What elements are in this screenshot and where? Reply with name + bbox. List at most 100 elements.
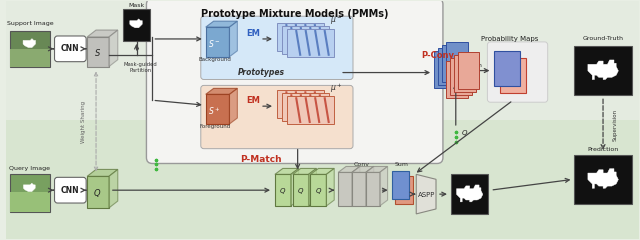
Polygon shape bbox=[366, 167, 374, 206]
Polygon shape bbox=[87, 176, 109, 208]
Polygon shape bbox=[308, 168, 316, 206]
Text: P-Conv: P-Conv bbox=[421, 51, 454, 60]
Polygon shape bbox=[366, 172, 380, 206]
Bar bbox=[500, 58, 526, 93]
Polygon shape bbox=[338, 167, 360, 172]
Text: $Q$: $Q$ bbox=[279, 186, 287, 196]
Text: CNN: CNN bbox=[61, 44, 79, 53]
Polygon shape bbox=[291, 168, 299, 206]
Polygon shape bbox=[310, 174, 326, 206]
Bar bbox=[123, 9, 150, 41]
Polygon shape bbox=[205, 27, 230, 57]
FancyBboxPatch shape bbox=[54, 36, 86, 62]
Text: Background: Background bbox=[198, 57, 231, 62]
Text: Weight Sharing: Weight Sharing bbox=[81, 101, 86, 143]
Text: $S^+$: $S^+$ bbox=[209, 105, 221, 117]
Bar bbox=[442, 45, 464, 82]
Polygon shape bbox=[352, 167, 374, 172]
Polygon shape bbox=[87, 30, 118, 37]
Bar bbox=[392, 171, 410, 199]
Polygon shape bbox=[588, 169, 618, 188]
Polygon shape bbox=[326, 168, 334, 206]
Bar bbox=[287, 96, 334, 124]
Polygon shape bbox=[23, 39, 35, 48]
Polygon shape bbox=[588, 60, 618, 79]
Polygon shape bbox=[109, 169, 118, 208]
Bar bbox=[446, 61, 468, 98]
FancyBboxPatch shape bbox=[147, 0, 443, 163]
Text: Probability Maps: Probability Maps bbox=[481, 36, 539, 42]
Text: $S^-$: $S^-$ bbox=[209, 38, 221, 49]
Polygon shape bbox=[205, 88, 237, 94]
FancyBboxPatch shape bbox=[201, 16, 353, 79]
Text: Ground-Truth: Ground-Truth bbox=[582, 36, 623, 42]
Text: Sum: Sum bbox=[394, 162, 408, 167]
FancyBboxPatch shape bbox=[201, 85, 353, 149]
Text: Query Image: Query Image bbox=[10, 166, 51, 171]
Text: ASPP: ASPP bbox=[417, 192, 435, 198]
Polygon shape bbox=[87, 169, 118, 176]
Text: Conv: Conv bbox=[354, 162, 370, 167]
Bar bbox=[10, 49, 49, 67]
Polygon shape bbox=[338, 172, 352, 206]
Bar bbox=[574, 46, 632, 95]
Bar bbox=[458, 52, 479, 89]
Text: Prototypes: Prototypes bbox=[237, 68, 285, 77]
Polygon shape bbox=[109, 30, 118, 67]
Polygon shape bbox=[352, 172, 366, 206]
Text: Prediction: Prediction bbox=[588, 147, 619, 152]
Text: $Q$: $Q$ bbox=[297, 186, 304, 196]
Text: Mask: Mask bbox=[129, 3, 145, 8]
Bar bbox=[494, 51, 520, 86]
Bar bbox=[282, 26, 329, 54]
Bar bbox=[396, 176, 413, 204]
Polygon shape bbox=[130, 19, 142, 28]
FancyBboxPatch shape bbox=[54, 177, 86, 203]
Polygon shape bbox=[292, 168, 316, 174]
Polygon shape bbox=[24, 183, 35, 192]
Polygon shape bbox=[456, 185, 483, 202]
Bar bbox=[434, 51, 456, 88]
Bar bbox=[10, 174, 49, 212]
Polygon shape bbox=[292, 174, 308, 206]
Polygon shape bbox=[310, 168, 334, 174]
Bar bbox=[10, 31, 49, 67]
Polygon shape bbox=[275, 168, 299, 174]
Bar bbox=[10, 192, 49, 212]
Bar bbox=[6, 1, 639, 120]
Text: $\mu^-$: $\mu^-$ bbox=[330, 15, 342, 27]
Polygon shape bbox=[87, 37, 109, 67]
Text: Foreground: Foreground bbox=[199, 124, 230, 129]
Text: $Q$: $Q$ bbox=[461, 128, 468, 138]
Bar bbox=[574, 155, 632, 204]
Bar bbox=[287, 29, 334, 57]
Polygon shape bbox=[205, 21, 237, 27]
Bar bbox=[282, 93, 329, 121]
Text: $Q$: $Q$ bbox=[315, 186, 322, 196]
Text: $\mu^+$: $\mu^+$ bbox=[330, 82, 342, 95]
Text: EM: EM bbox=[246, 29, 260, 37]
Polygon shape bbox=[230, 88, 237, 124]
Bar bbox=[450, 58, 472, 95]
Text: $Q$: $Q$ bbox=[93, 187, 101, 199]
Polygon shape bbox=[380, 167, 388, 206]
Text: CNN: CNN bbox=[61, 186, 79, 195]
Polygon shape bbox=[230, 21, 237, 57]
Bar bbox=[277, 23, 324, 51]
Bar bbox=[6, 120, 639, 239]
Text: Prototype Mixture Models (PMMs): Prototype Mixture Models (PMMs) bbox=[201, 9, 388, 19]
Text: Supervision: Supervision bbox=[613, 109, 618, 141]
Text: Sum: Sum bbox=[468, 63, 483, 68]
FancyBboxPatch shape bbox=[488, 42, 548, 102]
Polygon shape bbox=[205, 94, 230, 124]
Bar bbox=[454, 55, 476, 92]
Bar bbox=[277, 90, 324, 118]
Bar bbox=[438, 48, 460, 85]
Polygon shape bbox=[275, 174, 291, 206]
Polygon shape bbox=[416, 174, 436, 214]
Text: Support Image: Support Image bbox=[6, 21, 53, 26]
Text: Mask-guided
Partition: Mask-guided Partition bbox=[124, 62, 157, 73]
Bar bbox=[446, 42, 468, 79]
Text: EM: EM bbox=[246, 96, 260, 105]
Text: P-Match: P-Match bbox=[240, 155, 282, 164]
